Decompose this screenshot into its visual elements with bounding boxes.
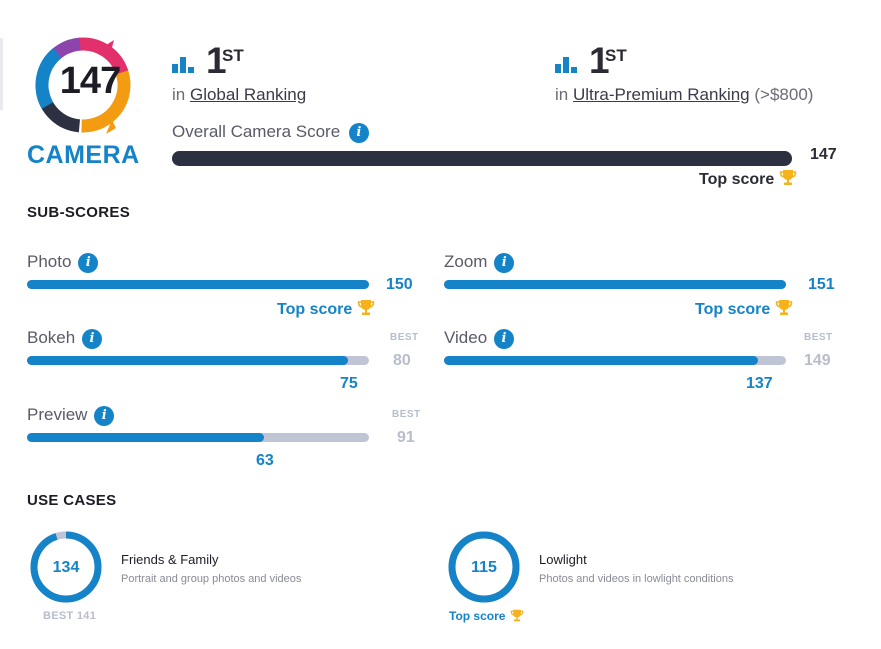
trophy-icon <box>511 609 524 622</box>
top-score-label: Top score <box>695 301 771 318</box>
global-rank-number: 1 <box>206 40 227 81</box>
ultra-premium-rank-suffix: ST <box>605 46 627 65</box>
camera-badge-label: CAMERA <box>27 141 140 169</box>
subscore-zoom-value: 151 <box>808 276 835 293</box>
lowlight-score-value: 115 <box>471 559 497 576</box>
subscore-video: Video i <box>444 328 514 349</box>
info-icon[interactable]: i <box>78 252 99 273</box>
subscore-preview-value: 63 <box>256 452 274 469</box>
top-score-label: Top score <box>277 301 353 318</box>
subscore-bokeh-label: Bokeh <box>27 328 76 347</box>
trophy-icon <box>775 300 793 315</box>
subscore-preview-best-value: 91 <box>397 429 415 446</box>
ranking-bars-icon <box>172 55 196 73</box>
lowlight-score-ring <box>448 531 520 603</box>
use-cases-title: USE CASES <box>27 492 117 509</box>
subscore-zoom: Zoom i <box>444 252 515 273</box>
overall-camera-score: Overall Camera Score i <box>172 122 369 143</box>
subscore-video-bar-fill <box>444 356 759 365</box>
subscore-video-label: Video <box>444 328 488 347</box>
global-ranking-link[interactable]: Global Ranking <box>189 85 307 104</box>
overall-top-score: Top score <box>699 169 797 189</box>
subscore-photo-label: Photo <box>27 252 72 271</box>
subscore-bokeh: Bokeh i <box>27 328 102 349</box>
overall-score-label: Overall Camera Score <box>172 122 341 141</box>
lowlight-title: Lowlight <box>539 552 587 567</box>
subscore-preview: Preview i <box>27 405 115 426</box>
global-ranking: 1 ST in Global Ranking <box>172 40 306 105</box>
subscore-photo-bar <box>27 280 369 289</box>
info-icon[interactable]: i <box>81 328 102 349</box>
subscore-bokeh-best-value: 80 <box>393 352 411 369</box>
subscore-bokeh-bar-fill <box>27 356 348 365</box>
subscore-photo-value: 150 <box>386 276 413 293</box>
subscore-bokeh-best-caption: BEST <box>390 332 419 343</box>
info-icon[interactable]: i <box>348 122 369 143</box>
subscore-video-best-caption: BEST <box>804 332 833 343</box>
ultra-premium-rank-number: 1 <box>589 40 610 81</box>
ultra-premium-ranking-prefix: in <box>555 85 569 104</box>
camera-score-badge-value: 147 <box>59 60 121 102</box>
subscore-photo-bar-fill <box>27 280 369 289</box>
info-icon[interactable]: i <box>494 252 515 273</box>
trophy-icon <box>779 170 797 185</box>
top-score-label: Top score <box>449 609 506 623</box>
info-icon[interactable]: i <box>94 405 115 426</box>
friends-family-score-value: 134 <box>52 559 80 576</box>
global-rank-suffix: ST <box>222 46 244 65</box>
subscore-photo-top-score: Top score <box>277 299 375 319</box>
subscore-bokeh-value: 75 <box>340 375 358 392</box>
subscore-preview-bar <box>27 433 369 442</box>
ranking-bars-icon <box>555 55 579 73</box>
info-icon[interactable]: i <box>493 328 514 349</box>
friends-family-score-ring <box>30 531 102 603</box>
lowlight-description: Photos and videos in lowlight conditions <box>539 573 734 585</box>
ultra-premium-price-range: (>$800) <box>754 85 814 104</box>
lowlight-top-score: Top score <box>449 609 524 623</box>
subscore-zoom-label: Zoom <box>444 252 488 271</box>
subscore-photo: Photo i <box>27 252 99 273</box>
ultra-premium-ranking-link[interactable]: Ultra-Premium Ranking <box>572 85 750 104</box>
subscore-preview-label: Preview <box>27 405 88 424</box>
global-ranking-prefix: in <box>172 85 186 104</box>
camera-badge-logo <box>35 37 131 134</box>
friends-family-best: BEST 141 <box>43 610 97 622</box>
overall-score-value: 147 <box>810 146 837 163</box>
overall-score-bar-fill <box>172 151 792 166</box>
subscore-zoom-bar-fill <box>444 280 786 289</box>
subscore-video-best-value: 149 <box>804 352 831 369</box>
sub-scores-title: SUB-SCORES <box>27 204 131 221</box>
trophy-icon <box>357 300 375 315</box>
subscore-zoom-top-score: Top score <box>695 299 793 319</box>
top-score-label: Top score <box>699 171 775 188</box>
ultra-premium-ranking: 1 ST in Ultra-Premium Ranking (>$800) <box>555 40 813 105</box>
subscore-video-bar <box>444 356 786 365</box>
subscore-zoom-bar <box>444 280 786 289</box>
overall-score-bar <box>172 151 792 166</box>
left-edge-divider <box>0 38 3 110</box>
friends-family-description: Portrait and group photos and videos <box>121 573 302 585</box>
friends-family-title: Friends & Family <box>121 552 219 567</box>
subscore-preview-best-caption: BEST <box>392 409 421 420</box>
subscore-bokeh-bar <box>27 356 369 365</box>
subscore-preview-bar-fill <box>27 433 264 442</box>
subscore-video-value: 137 <box>746 375 773 392</box>
